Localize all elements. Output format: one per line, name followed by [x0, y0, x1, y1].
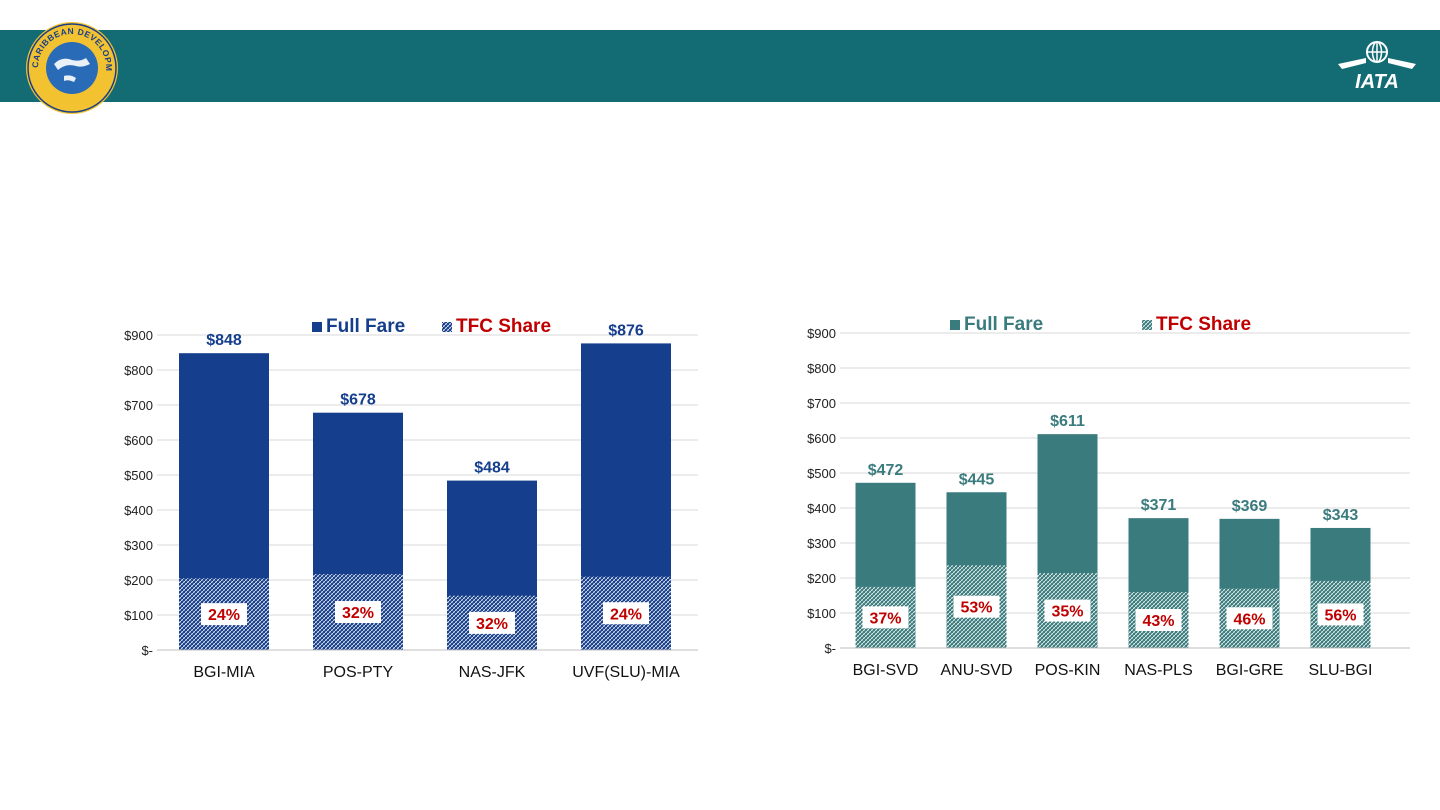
category-label: NAS-JFK — [459, 664, 526, 681]
share-label-box — [201, 603, 247, 626]
share-label: 56% — [1324, 607, 1356, 624]
share-label-box — [953, 595, 1000, 618]
header-bar — [0, 30, 1440, 102]
share-label-box — [1317, 603, 1364, 626]
share-label: 43% — [1142, 613, 1174, 630]
y-tick-label: $900 — [807, 326, 836, 341]
value-label: $445 — [959, 471, 995, 488]
share-label: 35% — [1051, 604, 1083, 621]
share-label-box — [335, 601, 381, 624]
value-label: $472 — [868, 462, 904, 479]
category-label: BGI-GRE — [1216, 662, 1284, 679]
chart-right: $- $100 $200 $300 $400 $500 $600 $700 $800 $900 $4… — [807, 314, 1410, 679]
category-label: NAS-PLS — [1124, 662, 1192, 679]
y-tick-label: $500 — [807, 466, 836, 481]
y-tick-label: $800 — [124, 363, 153, 378]
y-tick-label: $300 — [124, 538, 153, 553]
legend-label-full-fare: Full Fare — [964, 314, 1043, 335]
caribbean-development-bank-logo: CARIBBEAN DEVELOPMENT BANK — [24, 20, 118, 114]
legend-swatch-full-fare — [312, 322, 322, 332]
share-label-box — [1044, 599, 1091, 622]
value-label: $369 — [1232, 498, 1268, 515]
value-label: $678 — [340, 392, 376, 409]
legend-swatch-tfc-share — [1142, 320, 1152, 330]
y-tick-label: $400 — [807, 501, 836, 516]
y-tick-label: $200 — [807, 571, 836, 586]
legend-swatch-full-fare — [950, 320, 960, 330]
iata-logo: IATA — [1338, 41, 1416, 93]
value-label: $371 — [1141, 497, 1177, 514]
legend-label-tfc-share: TFC Share — [1156, 314, 1251, 335]
y-tick-label: $100 — [124, 608, 153, 623]
share-label-box — [1226, 607, 1273, 630]
share-label: 32% — [476, 616, 508, 633]
category-label: BGI-MIA — [193, 664, 255, 681]
y-tick-label: $600 — [124, 433, 153, 448]
category-label: ANU-SVD — [940, 662, 1012, 679]
y-tick-label: $800 — [807, 361, 836, 376]
y-tick-label: $900 — [124, 328, 153, 343]
y-tick-label: $- — [141, 643, 153, 658]
value-label: $484 — [474, 460, 510, 477]
share-label-box — [1135, 609, 1182, 631]
value-label: $611 — [1050, 413, 1085, 430]
share-label: 46% — [1233, 611, 1265, 628]
y-tick-label: $700 — [807, 396, 836, 411]
share-label: 32% — [342, 605, 374, 622]
y-tick-label: $200 — [124, 573, 153, 588]
category-label: BGI-SVD — [853, 662, 919, 679]
y-tick-label: $- — [824, 641, 836, 656]
share-label: 24% — [208, 607, 240, 624]
category-label: POS-KIN — [1035, 662, 1101, 679]
y-tick-label: $600 — [807, 431, 836, 446]
y-tick-label: $500 — [124, 468, 153, 483]
share-label: 37% — [869, 610, 901, 627]
category-label: POS-PTY — [323, 664, 394, 681]
y-tick-label: $300 — [807, 536, 836, 551]
share-label: 24% — [610, 606, 642, 623]
y-tick-label: $100 — [807, 606, 836, 621]
category-label: SLU-BGI — [1308, 662, 1372, 679]
share-label-box — [862, 606, 909, 629]
chart-left: $- $100 $200 $300 $400 $500 $600 $700 $800 $900 $8… — [124, 316, 698, 681]
value-label: $343 — [1323, 507, 1359, 524]
y-tick-label: $700 — [124, 398, 153, 413]
value-label: $848 — [206, 332, 242, 349]
legend-label-full-fare: Full Fare — [326, 316, 405, 337]
category-label: UVF(SLU)-MIA — [572, 664, 680, 681]
value-label: $876 — [608, 322, 644, 339]
iata-logo-text: IATA — [1355, 71, 1399, 93]
y-tick-label: $400 — [124, 503, 153, 518]
legend-label-tfc-share: TFC Share — [456, 316, 551, 337]
share-label-box — [603, 602, 649, 625]
share-label: 53% — [960, 600, 992, 617]
legend-swatch-tfc-share — [442, 322, 452, 332]
share-label-box — [469, 611, 515, 634]
